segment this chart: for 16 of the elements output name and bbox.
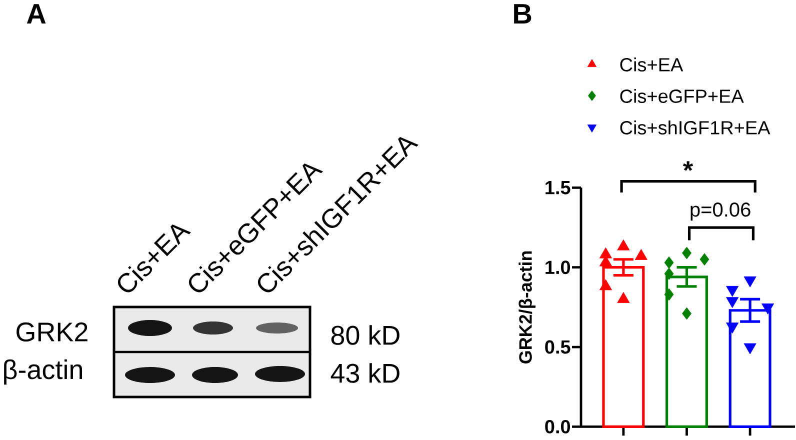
text: β-actin	[4, 359, 82, 385]
text: A	[26, 4, 46, 24]
text: GRK2	[16, 322, 88, 342]
text: 43 kD	[330, 363, 400, 383]
y-tick-label: 1.0	[546, 260, 570, 274]
legend-label: Cis+eGFP+EA	[620, 89, 744, 103]
text: *	[683, 161, 694, 171]
chart-title: B	[514, 4, 532, 24]
text: 80 kD	[331, 325, 400, 345]
annotation: p=0.06	[690, 202, 750, 221]
legend-label: Cis+EA	[620, 58, 684, 72]
y-tick-label: 0.5	[545, 340, 570, 354]
y-tick-label: 0.0	[545, 420, 570, 434]
legend-label: Cis+shIGF1R+EA	[620, 120, 770, 134]
y-tick-label: 1.5	[546, 181, 570, 194]
y-axis-title: GRK2/β-actin	[518, 251, 536, 364]
